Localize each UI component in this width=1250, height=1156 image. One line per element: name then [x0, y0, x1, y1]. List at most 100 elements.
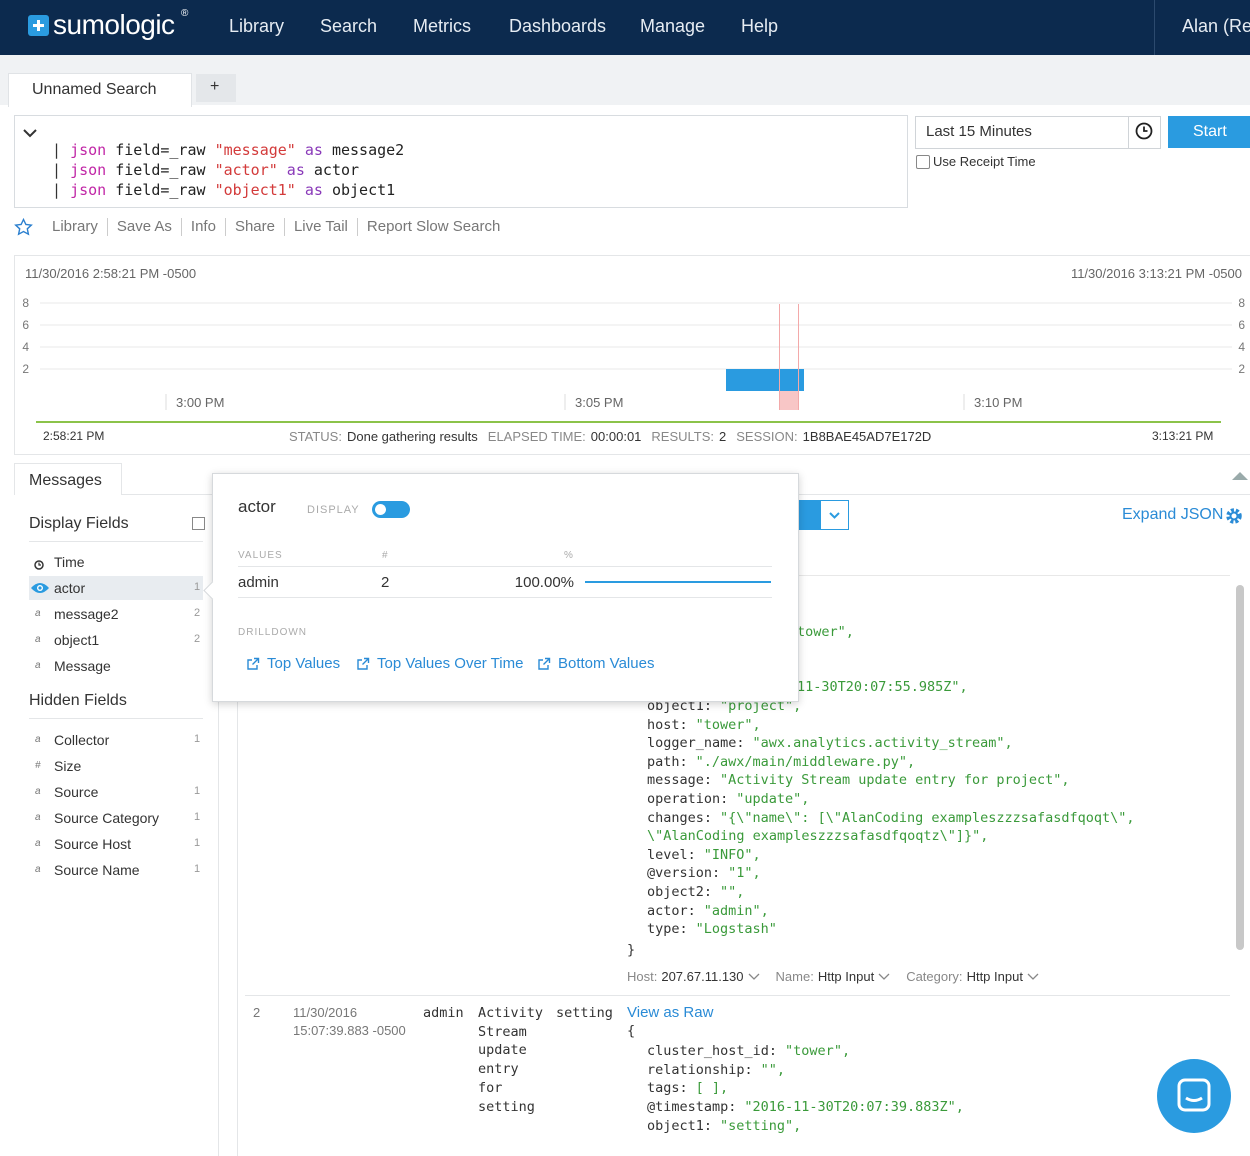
field-name[interactable]: Source Host: [54, 836, 132, 852]
json-key: @version:: [647, 865, 721, 882]
receipt-checkbox[interactable]: [916, 155, 930, 169]
field-name[interactable]: Size: [54, 758, 82, 774]
field-type-icon: a: [35, 838, 41, 849]
query-token: "actor": [214, 161, 278, 179]
json-line: object1: "project",: [647, 697, 801, 715]
json-value: "2016-11-30T20:07:39.883Z",: [744, 1099, 964, 1116]
chevron[interactable]: [878, 968, 890, 982]
row-index: 2: [253, 1005, 261, 1020]
row-operation: setting: [556, 1005, 613, 1021]
collapse-icon[interactable]: [22, 126, 38, 140]
external-link-icon[interactable]: [246, 657, 260, 671]
external-link-icon[interactable]: [537, 657, 551, 671]
json-key: operation:: [647, 791, 729, 807]
query-line: | json field=_raw "object1" as object1: [52, 181, 395, 199]
json-value: "tower",: [695, 716, 761, 733]
external-link-icon[interactable]: [356, 657, 370, 671]
receipt-label: Use Receipt Time: [933, 154, 1036, 169]
hidden-fields-title: Hidden Fields: [29, 692, 127, 709]
footer-value[interactable]: Http Input: [817, 969, 875, 984]
chevron[interactable]: [748, 968, 760, 982]
json-line: tags: [ ],: [647, 1079, 728, 1097]
external-link: [357, 657, 370, 670]
settings-icon[interactable]: [1225, 507, 1243, 525]
toolbar-item[interactable]: Live Tail: [283, 218, 357, 236]
field-type-icon: a: [35, 734, 41, 745]
field-name[interactable]: Message: [54, 658, 111, 674]
query-token: json: [70, 161, 107, 179]
json-line: \"AlanCoding exampleszzzsafasdfqoqtz\"]}…: [647, 827, 988, 845]
nav-item[interactable]: Dashboards: [509, 16, 607, 36]
display-toggle[interactable]: [372, 501, 410, 518]
logo-mark: [28, 15, 49, 36]
field-name[interactable]: Collector: [54, 732, 110, 748]
json-key: cluster_host_id:: [647, 1043, 778, 1059]
field-name[interactable]: Source Category: [54, 810, 160, 826]
value-cell[interactable]: admin: [238, 574, 279, 591]
nav-item[interactable]: Metrics: [413, 16, 471, 36]
nav-item[interactable]: Help: [741, 16, 779, 36]
time-range: Last 15 Minutes: [926, 123, 1032, 140]
eye: [31, 583, 49, 593]
footer-label: Host:: [627, 969, 658, 984]
add-tab[interactable]: [196, 74, 236, 102]
field-name[interactable]: message2: [54, 606, 119, 622]
range-end: 3:13:21 PM: [1152, 429, 1214, 443]
add-tab-label: +: [210, 78, 220, 95]
favorite-star[interactable]: [14, 217, 33, 237]
field-name[interactable]: Time: [54, 554, 85, 570]
query-token: |: [52, 161, 71, 179]
view-raw[interactable]: View as Raw: [627, 1004, 714, 1021]
toolbar-item[interactable]: Library: [52, 218, 98, 235]
field-name[interactable]: object1: [54, 632, 100, 648]
messages-tab[interactable]: [14, 463, 122, 497]
chevron[interactable]: [1027, 968, 1039, 982]
drilldown-link[interactable]: Top Values Over Time: [377, 655, 524, 672]
footer-value[interactable]: 207.67.11.130: [661, 969, 744, 984]
json-key: level:: [647, 846, 696, 863]
field-count: 1: [194, 733, 201, 745]
user-menu[interactable]: Alan (Re: [1182, 16, 1250, 36]
nav-item[interactable]: Search: [320, 16, 378, 36]
collapse-up[interactable]: [1232, 468, 1248, 480]
toolbar-item[interactable]: Info: [180, 218, 225, 236]
json-line: relationship: "",: [647, 1061, 785, 1079]
toolbar-item[interactable]: Save As: [106, 218, 181, 236]
start-button[interactable]: [1168, 116, 1250, 148]
footer-value[interactable]: Http Input: [966, 969, 1023, 984]
time-range-box[interactable]: [915, 116, 1161, 149]
save-fields-icon[interactable]: [192, 517, 205, 530]
json-value: "admin",: [703, 902, 769, 919]
nav-item[interactable]: Manage: [640, 16, 706, 36]
sidebar-divider: [29, 718, 203, 719]
field-name[interactable]: Source Name: [54, 862, 140, 878]
field-name[interactable]: actor: [54, 580, 86, 596]
query-box[interactable]: [14, 115, 908, 208]
field-type-icon: a: [35, 812, 41, 823]
clock: [1135, 122, 1153, 140]
footer-label: Category:: [906, 969, 963, 984]
drilldown-link[interactable]: Bottom Values: [558, 655, 655, 672]
view-dropdown-toggle[interactable]: [820, 500, 849, 530]
clock-icon[interactable]: [1135, 122, 1153, 140]
field-name[interactable]: Source: [54, 784, 99, 800]
search-tab[interactable]: [8, 73, 192, 107]
chat-button[interactable]: [1157, 1059, 1231, 1133]
json-value: "{\"name\": [\"AlanCoding exampleszzzsaf…: [720, 809, 1135, 826]
json-key: path:: [647, 753, 688, 770]
eye-icon[interactable]: [30, 581, 50, 595]
nav-item[interactable]: Library: [229, 16, 285, 36]
logo-text[interactable]: sumologic: [53, 9, 175, 40]
toolbar-item[interactable]: Report Slow Search: [356, 218, 509, 236]
field-type-icon: a: [35, 660, 41, 671]
drilldown-link[interactable]: Top Values: [267, 655, 341, 672]
toolbar-item[interactable]: Share: [224, 218, 284, 236]
row-actor: admin: [423, 1005, 464, 1021]
scrollbar[interactable]: [1236, 585, 1244, 950]
row-date: 11/30/2016: [293, 1005, 358, 1020]
expand-json[interactable]: Expand JSON: [1122, 506, 1224, 523]
json-value: "",: [760, 1061, 786, 1078]
table-header: #: [382, 550, 389, 561]
status-label: STATUS:: [289, 429, 342, 444]
